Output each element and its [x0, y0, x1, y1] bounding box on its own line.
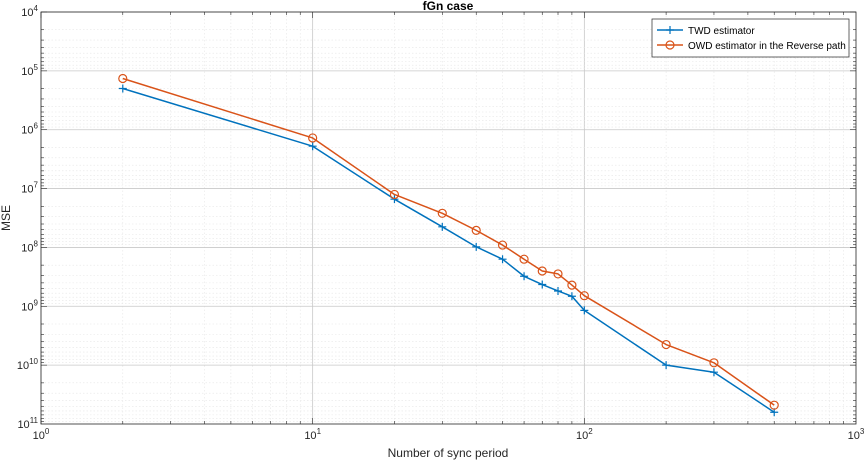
y-tick-label: 105: [21, 63, 38, 78]
plot-area: [41, 12, 856, 424]
legend[interactable]: TWD estimator OWD estimator in the Rever…: [651, 18, 850, 58]
x-tick-labels: 100 101 102 103: [33, 427, 865, 442]
y-tick-label: 1010: [17, 357, 39, 372]
data-point: [538, 280, 547, 289]
legend-label-owd: OWD estimator in the Reverse path: [688, 41, 846, 52]
y-tick-label: 1011: [17, 416, 38, 431]
legend-marker-owd: [665, 40, 675, 50]
data-point: [567, 280, 577, 290]
y-tick-label: 104: [21, 4, 38, 19]
y-axis-title: MSE: [0, 205, 13, 231]
plot-frame: [40, 11, 857, 425]
x-tick-label: 100: [33, 427, 50, 442]
y-tick-label: 109: [21, 298, 38, 313]
series-line: [122, 87, 775, 413]
series-1: [118, 73, 779, 410]
series-layer: [118, 73, 779, 417]
data-point: [519, 254, 529, 264]
data-point: [567, 292, 576, 301]
series-0: [118, 84, 779, 417]
y-tick-label: 107: [21, 181, 38, 196]
data-point: [472, 242, 481, 251]
data-point: [308, 133, 318, 143]
data-point: [520, 272, 529, 281]
data-point: [709, 358, 719, 368]
data-point: [438, 222, 447, 231]
y-tick-label: 106: [21, 122, 38, 137]
data-point: [661, 339, 671, 350]
data-point: [437, 208, 447, 218]
data-point: [390, 195, 399, 204]
data-point: [308, 142, 317, 151]
data-point: [537, 266, 547, 276]
x-axis-title: Number of sync period: [388, 446, 509, 460]
y-tick-label: 108: [21, 239, 38, 254]
chart-title: fGn case: [423, 0, 474, 13]
data-point: [579, 291, 589, 301]
data-point: [580, 306, 589, 315]
x-tick-label: 103: [848, 427, 865, 442]
data-point: [497, 240, 508, 250]
x-tick-label: 101: [304, 427, 321, 442]
data-point: [118, 73, 128, 84]
data-point: [553, 269, 563, 279]
data-point: [554, 286, 563, 295]
x-tick-label: 102: [576, 427, 593, 442]
data-point: [389, 189, 400, 200]
data-point: [498, 255, 507, 264]
data-point: [471, 225, 481, 235]
legend-marker-twd: [666, 26, 674, 34]
legend-label-twd: TWD estimator: [688, 26, 755, 37]
data-point: [709, 368, 718, 377]
data-point: [118, 84, 127, 93]
data-point: [769, 400, 779, 410]
ticks: [40, 11, 856, 424]
series-line: [122, 77, 775, 406]
legend-box: [651, 18, 850, 58]
data-point: [662, 361, 671, 370]
y-tick-labels: 104 105 106 107 108 109 1010 1011: [17, 4, 39, 431]
